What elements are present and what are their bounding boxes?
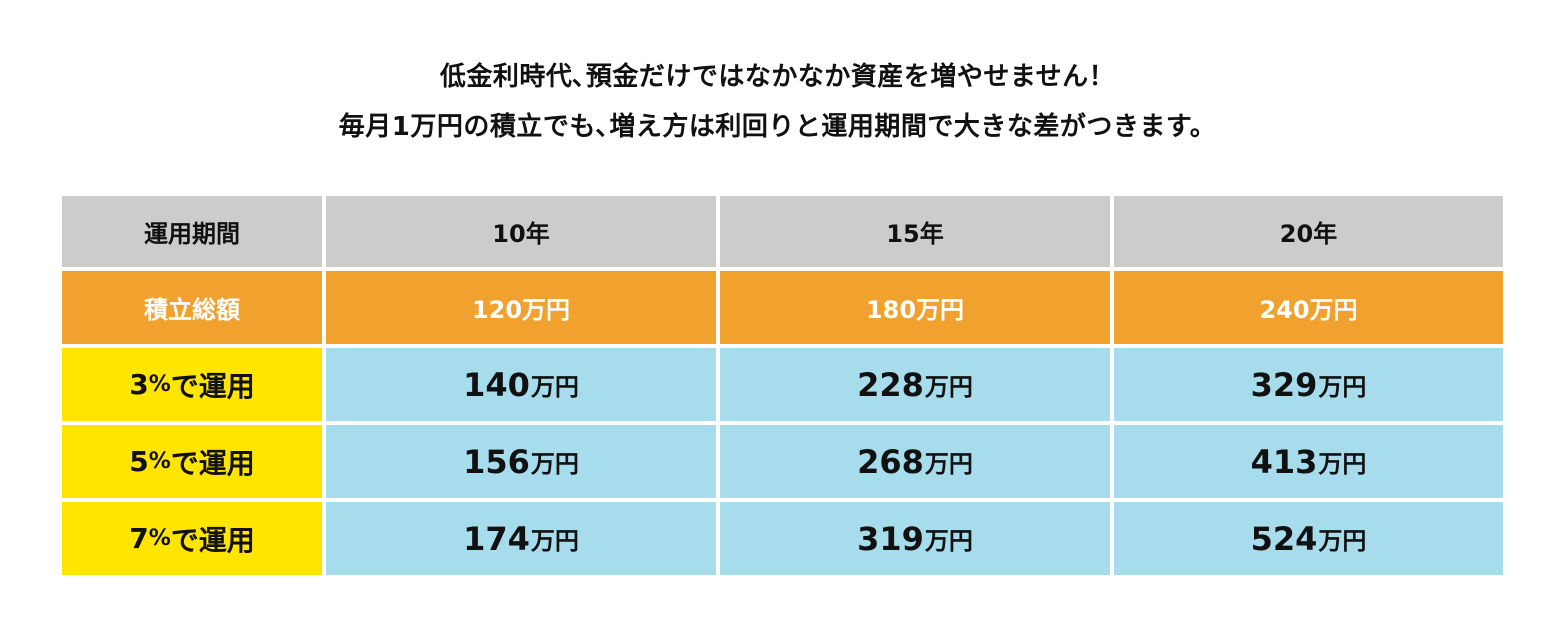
value-7pct-20: 524 万円 (1114, 502, 1503, 575)
rate-suffix: で運用 (170, 369, 255, 403)
rate-label-7: 7% で運用 (62, 502, 322, 575)
value-7pct-10: 174 万円 (326, 502, 716, 575)
value-unit: 万円 (924, 373, 973, 401)
value-number: 268 (857, 442, 924, 481)
value-number: 174 (463, 519, 530, 558)
header-period-10: 10年 (326, 196, 716, 267)
value-number: 319 (857, 519, 924, 558)
total-value-20: 240万円 (1114, 271, 1503, 344)
value-unit: 万円 (1318, 373, 1367, 401)
value-unit: 万円 (924, 527, 973, 555)
value-3pct-20: 329 万円 (1114, 348, 1503, 421)
value-5pct-10: 156 万円 (326, 425, 716, 498)
total-value-10: 120万円 (326, 271, 716, 344)
value-5pct-20: 413 万円 (1114, 425, 1503, 498)
value-7pct-15: 319 万円 (720, 502, 1110, 575)
value-number: 329 (1250, 365, 1318, 404)
total-value-15: 180万円 (720, 271, 1110, 344)
value-unit: 万円 (530, 373, 579, 401)
value-unit: 万円 (924, 450, 973, 478)
intro-line-2: 毎月1万円の積立でも､増え方は利回りと運用期間で大きな差がつきます。 (338, 112, 1217, 142)
header-period-20: 20年 (1114, 196, 1503, 267)
rate-percent: % (148, 526, 171, 551)
value-number: 524 (1250, 519, 1318, 558)
value-number: 228 (857, 365, 924, 404)
rate-label-3: 3% で運用 (62, 348, 322, 421)
rate-number: 5 (129, 445, 149, 478)
rate-number: 3 (129, 368, 149, 401)
value-5pct-15: 268 万円 (720, 425, 1110, 498)
total-label: 積立総額 (62, 271, 322, 344)
value-number: 413 (1250, 442, 1318, 481)
intro-text: 低金利時代､預金だけではなかなか資産を増やせません！ 毎月1万円の積立でも､増え… (0, 52, 1555, 152)
value-unit: 万円 (1318, 450, 1367, 478)
value-unit: 万円 (1318, 527, 1367, 555)
rate-suffix: で運用 (170, 523, 255, 557)
rate-suffix: で運用 (170, 446, 255, 480)
value-number: 156 (463, 442, 530, 481)
value-unit: 万円 (530, 450, 579, 478)
value-3pct-15: 228 万円 (720, 348, 1110, 421)
value-3pct-10: 140 万円 (326, 348, 716, 421)
rate-number: 7 (129, 522, 149, 555)
value-number: 140 (463, 365, 530, 404)
rate-percent: % (148, 372, 171, 397)
intro-line-1: 低金利時代､預金だけではなかなか資産を増やせません！ (439, 62, 1116, 92)
value-unit: 万円 (530, 527, 579, 555)
header-period-15: 15年 (720, 196, 1110, 267)
rate-percent: % (148, 449, 171, 474)
rate-label-5: 5% で運用 (62, 425, 322, 498)
returns-table: 運用期間 10年 15年 20年 積立総額 120万円 180万円 240万円 … (62, 196, 1503, 575)
header-period-label: 運用期間 (62, 196, 322, 267)
